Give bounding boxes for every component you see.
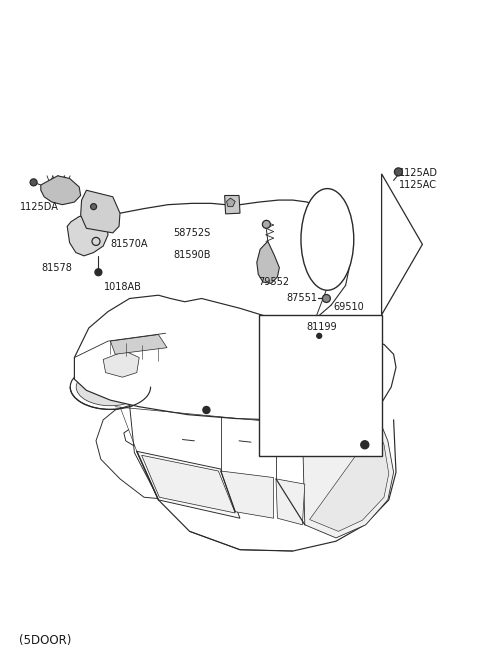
Polygon shape xyxy=(310,426,389,531)
Text: 81570A: 81570A xyxy=(110,239,148,249)
Polygon shape xyxy=(382,174,422,315)
Bar xyxy=(259,315,382,456)
Polygon shape xyxy=(137,451,240,518)
Text: 1018AB: 1018AB xyxy=(104,282,142,293)
Circle shape xyxy=(395,168,402,176)
Polygon shape xyxy=(257,241,279,283)
Polygon shape xyxy=(142,455,235,513)
Text: 1125DA: 1125DA xyxy=(20,202,59,213)
Text: 87551: 87551 xyxy=(286,293,317,304)
Text: 58752S: 58752S xyxy=(173,228,210,238)
Text: 1125AC: 1125AC xyxy=(399,180,437,190)
Circle shape xyxy=(95,269,102,276)
Circle shape xyxy=(317,333,322,338)
Polygon shape xyxy=(221,471,274,518)
Text: 1125AD: 1125AD xyxy=(399,168,438,178)
Circle shape xyxy=(263,220,270,228)
Ellipse shape xyxy=(76,368,144,406)
Circle shape xyxy=(30,179,37,186)
Circle shape xyxy=(203,407,210,413)
Text: 81199: 81199 xyxy=(306,321,337,332)
Polygon shape xyxy=(314,319,330,331)
Polygon shape xyxy=(276,479,305,525)
Polygon shape xyxy=(81,190,120,233)
Polygon shape xyxy=(302,420,394,538)
Text: (5DOOR): (5DOOR) xyxy=(19,634,72,647)
Circle shape xyxy=(323,295,330,302)
Circle shape xyxy=(361,441,369,449)
Polygon shape xyxy=(227,198,235,207)
Text: 79552: 79552 xyxy=(258,277,289,287)
Polygon shape xyxy=(96,405,158,499)
Circle shape xyxy=(91,203,96,210)
Text: 81590B: 81590B xyxy=(174,249,211,260)
Polygon shape xyxy=(41,176,81,205)
Ellipse shape xyxy=(301,189,354,290)
Text: 69510: 69510 xyxy=(333,302,364,312)
Polygon shape xyxy=(67,215,108,256)
Text: 81578: 81578 xyxy=(41,262,72,273)
Polygon shape xyxy=(103,351,139,377)
Ellipse shape xyxy=(299,380,373,420)
Polygon shape xyxy=(225,195,240,214)
Polygon shape xyxy=(74,295,396,426)
Polygon shape xyxy=(110,335,167,354)
